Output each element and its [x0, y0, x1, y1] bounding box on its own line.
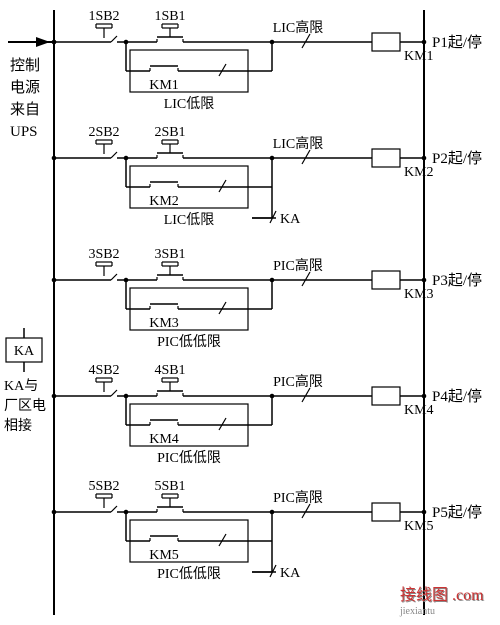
- output-label: P2起/停: [432, 150, 482, 167]
- pushbutton-nc-label: 4SB2: [88, 363, 119, 378]
- junction-dot: [124, 156, 129, 161]
- low-limit-label: PIC低低限: [157, 450, 221, 466]
- junction-dot: [270, 510, 275, 515]
- pushbutton-no-label: 2SB1: [154, 125, 185, 140]
- ka-nc-label: KA: [280, 212, 301, 227]
- nc-contact-label: LIC高限: [273, 19, 324, 36]
- coil-label: KM1: [404, 49, 434, 64]
- nc-contact-label: PIC高限: [273, 489, 323, 506]
- source-label: 电源: [10, 79, 40, 96]
- junction-dot: [124, 510, 129, 515]
- junction-dot: [422, 394, 427, 399]
- coil: [372, 503, 400, 521]
- ka-coil-label: KA: [14, 344, 35, 359]
- nc-contact-label: PIC高限: [273, 373, 323, 390]
- source-label: 控制: [10, 57, 40, 74]
- output-label: P4起/停: [432, 388, 482, 405]
- nc-contact-label: PIC高限: [273, 257, 323, 274]
- junction-dot: [52, 40, 57, 45]
- coil: [372, 33, 400, 51]
- coil: [372, 271, 400, 289]
- pushbutton-no-label: 1SB1: [154, 9, 185, 24]
- aux-no-label: KM3: [149, 316, 179, 331]
- source-label: 来自: [10, 101, 40, 118]
- svg-text:接线图 .com: 接线图 .com: [400, 586, 484, 604]
- low-limit-label: LIC低限: [164, 212, 215, 228]
- low-limit-label: LIC低限: [164, 96, 215, 112]
- coil-label: KM4: [404, 403, 434, 418]
- nc-contact-label: LIC高限: [273, 135, 324, 152]
- watermark: 接线图 .com接线图 .comjiexiantu: [399, 586, 485, 617]
- junction-dot: [422, 278, 427, 283]
- aux-no-label: KM4: [149, 432, 179, 447]
- junction-dot: [270, 278, 275, 283]
- pushbutton-nc-label: 5SB2: [88, 479, 119, 494]
- svg-text:jiexiantu: jiexiantu: [399, 606, 435, 617]
- coil: [372, 149, 400, 167]
- junction-dot: [422, 510, 427, 515]
- junction-dot: [422, 40, 427, 45]
- low-limit-label: PIC低低限: [157, 334, 221, 350]
- junction-dot: [270, 40, 275, 45]
- pushbutton-nc-label: 3SB2: [88, 247, 119, 262]
- output-label: P5起/停: [432, 504, 482, 521]
- ka-source-label: 厂区电: [4, 398, 46, 414]
- ka-source-label: KA与: [4, 378, 38, 394]
- junction-dot: [52, 510, 57, 515]
- aux-no-label: KM1: [149, 78, 179, 93]
- pushbutton-no-label: 4SB1: [154, 363, 185, 378]
- coil-label: KM3: [404, 287, 434, 302]
- junction-dot: [124, 394, 129, 399]
- junction-dot: [422, 156, 427, 161]
- aux-no-label: KM5: [149, 548, 179, 563]
- junction-dot: [52, 156, 57, 161]
- coil: [372, 387, 400, 405]
- pushbutton-no-label: 3SB1: [154, 247, 185, 262]
- ka-nc-label: KA: [280, 566, 301, 581]
- output-label: P3起/停: [432, 272, 482, 289]
- source-label: UPS: [10, 124, 38, 140]
- aux-no-label: KM2: [149, 194, 179, 209]
- output-label: P1起/停: [432, 34, 482, 51]
- junction-dot: [124, 278, 129, 283]
- entry-arrow: [36, 37, 50, 47]
- junction-dot: [52, 394, 57, 399]
- junction-dot: [124, 40, 129, 45]
- junction-dot: [270, 394, 275, 399]
- coil-label: KM2: [404, 165, 434, 180]
- junction-dot: [270, 156, 275, 161]
- junction-dot: [52, 278, 57, 283]
- pushbutton-nc-label: 2SB2: [88, 125, 119, 140]
- coil-label: KM5: [404, 519, 434, 534]
- pushbutton-nc-label: 1SB2: [88, 9, 119, 24]
- pushbutton-no-label: 5SB1: [154, 479, 185, 494]
- low-limit-label: PIC低低限: [157, 566, 221, 582]
- ka-source-label: 相接: [4, 417, 32, 434]
